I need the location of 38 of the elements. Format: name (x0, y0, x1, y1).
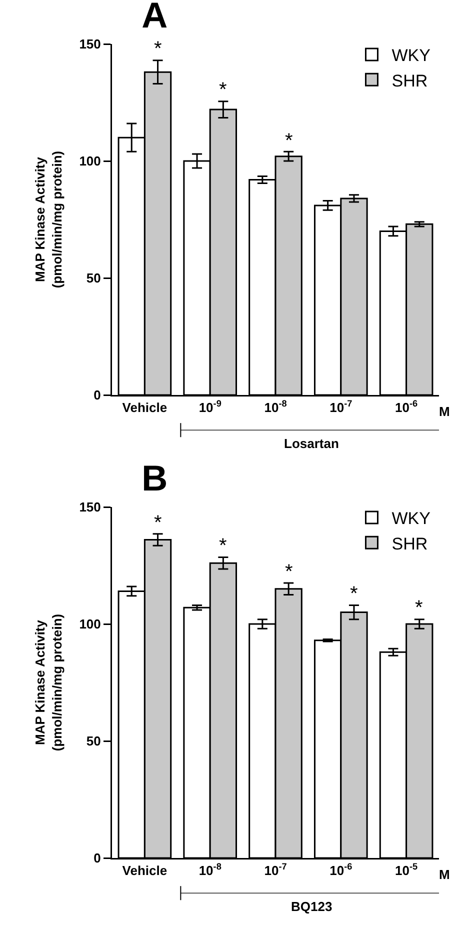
annotation: * (415, 597, 423, 619)
text: BQ123 (291, 899, 332, 914)
y-axis-title: MAP Kinase Activity (pmol/min/mg protein) (32, 614, 64, 752)
y-tick-label: 150 (79, 500, 101, 515)
chart-title: B (142, 458, 168, 499)
x-tick-label: 10$^{-5}$ (395, 862, 418, 878)
annotation: * (285, 130, 293, 152)
x-tick-label: 10$^{-6}$ (330, 862, 352, 878)
chart-title: A (142, 0, 168, 36)
annotation: * (285, 561, 293, 583)
y-tick-label: 0 (94, 850, 101, 866)
y-tick-label: 0 (94, 388, 101, 403)
legend-label: WKY (392, 46, 430, 66)
y-tick-label: 100 (79, 616, 101, 632)
x-tick-label: 10$^{-9}$ (198, 398, 222, 416)
x-tick-label: 10$^{-8}$ (198, 862, 222, 878)
text: M (439, 404, 450, 419)
x-tick-label: 10$^{-8}$ (264, 398, 287, 416)
x-tick-label: 10$^{-7}$ (330, 398, 352, 416)
annotation: * (154, 512, 162, 534)
annotation: * (350, 583, 358, 605)
x-tick-label: Vehicle (122, 400, 168, 416)
y-tick-label: 150 (79, 36, 101, 52)
annotation: * (219, 535, 227, 557)
x-tick-label: 10$^{-6}$ (395, 398, 418, 416)
legend-label: SHR (392, 71, 428, 90)
x-tick-label: 10$^{-7}$ (264, 862, 287, 878)
annotation: * (154, 38, 162, 60)
legend-label: SHR (392, 534, 428, 554)
y-axis-title: MAP Kinase Activity (pmol/min/mg protein) (32, 150, 64, 288)
annotation: * (219, 79, 227, 101)
legend-label: WKY (392, 509, 430, 528)
x-tick-label: Vehicle (122, 863, 168, 878)
y-tick-label: 50 (86, 734, 101, 749)
text: Losartan (284, 436, 339, 451)
y-tick-label: 100 (79, 154, 101, 169)
text: M (439, 867, 450, 882)
y-tick-label: 50 (86, 270, 101, 286)
